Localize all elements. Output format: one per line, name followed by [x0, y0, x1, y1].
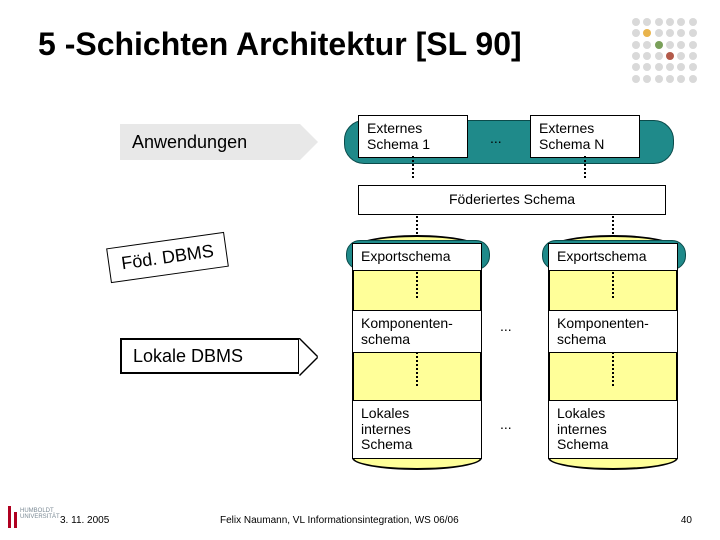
- connector: [612, 216, 614, 238]
- connector: [416, 272, 418, 306]
- footer-date: 3. 11. 2005: [60, 515, 109, 526]
- box-federated: Föderiertes Schema: [358, 185, 666, 215]
- dot-grid-decoration: [632, 18, 698, 84]
- arrow-lokale-dbms-label: Lokale DBMS: [133, 346, 243, 367]
- connector: [412, 156, 414, 182]
- connector: [612, 352, 614, 396]
- box-externes-1: Externes Schema 1: [358, 115, 468, 158]
- ellipsis-ext: ...: [490, 130, 502, 146]
- connector: [416, 352, 418, 396]
- footer-page-number: 40: [681, 515, 692, 526]
- ellipsis-komp: ...: [500, 318, 512, 334]
- box-export-1: Exportschema: [352, 243, 482, 271]
- box-export-2: Exportschema: [548, 243, 678, 271]
- arrow-anwendungen-label: Anwendungen: [132, 132, 247, 153]
- box-externes-n: Externes Schema N: [530, 115, 640, 158]
- box-lokal-1: Lokales internes Schema: [352, 400, 482, 459]
- connector: [612, 272, 614, 306]
- connector: [584, 156, 586, 182]
- page-title: 5 -Schichten Architektur [SL 90]: [38, 26, 522, 63]
- label-foed-dbms: Föd. DBMS: [106, 232, 229, 283]
- box-komponenten-1: Komponenten- schema: [352, 310, 482, 353]
- ellipsis-lokal: ...: [500, 416, 512, 432]
- arrow-anwendungen: Anwendungen: [120, 124, 300, 160]
- footer-attribution: Felix Naumann, VL Informationsintegratio…: [220, 515, 459, 526]
- hu-logo: HUMBOLDTUNIVERSITÄT: [8, 504, 50, 532]
- arrow-lokale-dbms: Lokale DBMS: [120, 338, 300, 374]
- box-komponenten-2: Komponenten- schema: [548, 310, 678, 353]
- box-lokal-2: Lokales internes Schema: [548, 400, 678, 459]
- connector: [416, 216, 418, 238]
- label-foed-dbms-text: Föd. DBMS: [120, 241, 215, 274]
